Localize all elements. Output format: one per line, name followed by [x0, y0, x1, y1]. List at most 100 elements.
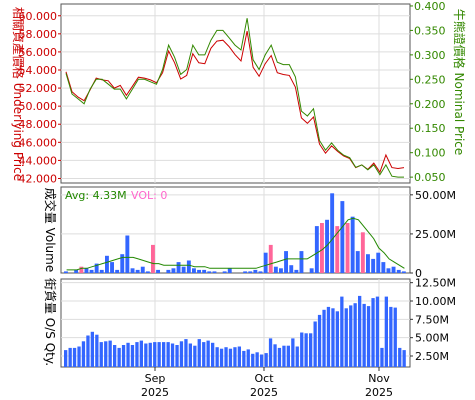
os-tick-label: 12.50M — [415, 277, 456, 290]
os-bar — [77, 346, 81, 367]
os-bar — [353, 303, 357, 367]
os-bar — [86, 335, 90, 367]
volume-bar — [156, 269, 160, 273]
volume-bar — [355, 251, 360, 273]
os-bar — [246, 349, 250, 367]
os-bar — [331, 308, 335, 367]
os-bar — [393, 307, 397, 367]
os-bar — [402, 350, 406, 367]
x-tick-month: Oct — [254, 372, 274, 385]
os-bar — [344, 308, 348, 367]
volume-average-line — [66, 217, 405, 271]
volume-bar — [197, 269, 201, 273]
os-bar — [362, 303, 366, 367]
os-bar — [175, 345, 179, 367]
os-bar — [126, 342, 130, 367]
os-bar — [398, 347, 402, 367]
volume-bar — [115, 269, 120, 273]
os-bar — [277, 347, 282, 367]
volume-bar — [84, 268, 89, 273]
os-bar — [264, 353, 268, 367]
volume-axis-title: 成交量 Volume — [43, 188, 58, 272]
os-tick-label: 10.00M — [415, 295, 456, 308]
os-bar — [340, 296, 344, 367]
volume-tick-label: 25.00M — [415, 228, 456, 241]
os-bar — [237, 346, 241, 367]
os-bar — [179, 341, 184, 367]
right-tick-label: 0.150 — [414, 122, 446, 135]
underlying-price-line — [65, 31, 405, 174]
os-bar — [326, 306, 331, 367]
left-tick-label: 52.000 — [19, 82, 58, 95]
volume-bar — [110, 262, 114, 273]
os-bar — [117, 347, 121, 367]
os-bar — [211, 342, 215, 367]
left-tick-label: 42.000 — [19, 172, 58, 185]
volume-bar — [350, 216, 355, 273]
os-bar — [282, 345, 286, 367]
volume-bar — [79, 266, 84, 273]
volume-bar — [181, 266, 186, 273]
os-bar — [113, 345, 117, 367]
os-bar — [309, 333, 313, 367]
os-bar — [251, 353, 255, 367]
volume-bar — [192, 268, 196, 273]
right-tick-label: 0.100 — [414, 147, 446, 160]
volume-bar — [227, 268, 232, 273]
os-bar — [273, 344, 277, 367]
volume-bar — [335, 226, 340, 273]
os-bar — [389, 306, 393, 367]
os-bar — [375, 296, 380, 367]
os-bar — [193, 345, 197, 367]
volume-bar — [330, 193, 335, 273]
right-tick-label: 0.200 — [414, 98, 446, 111]
os-bar — [148, 342, 152, 367]
volume-bar — [151, 244, 155, 273]
os-bar — [228, 348, 233, 367]
left-tick-label: 46.000 — [19, 136, 58, 149]
volume-bar — [74, 269, 79, 273]
x-tick-month: Nov — [368, 372, 390, 385]
volume-bar — [294, 269, 299, 273]
volume-bar — [125, 235, 130, 273]
volume-bar — [120, 254, 125, 273]
os-bar — [188, 343, 192, 367]
x-tick-year: 2025 — [250, 386, 278, 399]
volume-bar — [340, 201, 345, 273]
os-bar — [242, 350, 246, 367]
volume-bar — [325, 219, 329, 273]
left-tick-label: 44.000 — [19, 154, 58, 167]
os-bar — [384, 296, 388, 367]
os-bar — [72, 347, 77, 367]
os-bar — [304, 333, 308, 367]
volume-bar — [212, 271, 217, 273]
volume-bar — [222, 271, 227, 273]
volume-bar — [89, 269, 94, 273]
os-axis-title: 街貨量 O/S Qty. — [43, 278, 58, 366]
volume-tick-label: 50.00M — [415, 189, 456, 202]
volume-bar — [130, 268, 135, 273]
os-bar — [90, 331, 94, 367]
volume-bar — [309, 268, 314, 273]
volume-bar — [299, 251, 304, 273]
right-tick-label: 0.350 — [414, 24, 446, 37]
volume-bar — [396, 269, 401, 273]
os-bar — [99, 342, 103, 367]
volume-bar — [186, 260, 191, 273]
os-bar — [157, 342, 161, 367]
os-bar — [162, 342, 166, 367]
os-bar — [64, 350, 68, 367]
price-panel-frame — [60, 3, 411, 184]
os-tick-label: 5.00M — [415, 332, 449, 345]
os-bar — [260, 354, 264, 367]
os-bar — [268, 338, 273, 367]
volume-bar — [248, 271, 253, 273]
right-tick-label: 0.050 — [414, 171, 446, 184]
os-bar — [358, 295, 362, 367]
os-bar — [215, 347, 219, 367]
os-bar — [219, 348, 224, 367]
x-tick-year: 2025 — [141, 386, 169, 399]
os-bar — [286, 345, 290, 367]
volume-bar — [94, 263, 99, 273]
